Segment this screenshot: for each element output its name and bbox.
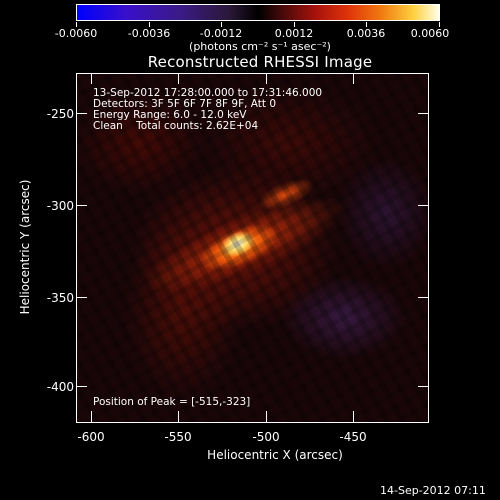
y-tick <box>76 297 87 298</box>
x-tick <box>178 411 179 422</box>
colorbar <box>76 4 440 21</box>
x-tick <box>266 411 267 422</box>
colorbar-tick <box>439 22 440 27</box>
y-tick <box>418 205 429 206</box>
y-tick-label: -400 <box>46 380 74 394</box>
clean-ripple-texture <box>77 74 428 422</box>
energy-range-text: Energy Range: 6.0 - 12.0 keV <box>93 109 247 121</box>
x-tick <box>91 73 92 84</box>
y-tick <box>76 205 87 206</box>
clean-counts-text: Clean Total counts: 2.62E+04 <box>93 120 259 132</box>
colorbar-tick-label: -0.0012 <box>199 27 243 40</box>
colorbar-tick-label: 0.0012 <box>274 27 314 40</box>
colorbar-tick <box>76 22 77 27</box>
x-tick-label: -450 <box>339 430 367 444</box>
x-tick <box>353 73 354 84</box>
y-tick-label: -250 <box>46 107 74 121</box>
x-tick <box>91 411 92 422</box>
colorbar-tick <box>149 22 150 27</box>
colorbar-tick <box>221 22 222 27</box>
colorbar-tick-label: -0.0036 <box>127 27 171 40</box>
x-tick <box>353 411 354 422</box>
x-tick-label: -500 <box>252 430 280 444</box>
time-range-text: 13-Sep-2012 17:28:00.000 to 17:31:46.000 <box>93 87 323 99</box>
x-tick-label: -600 <box>77 430 105 444</box>
colorbar-tick-label: 0.0060 <box>410 27 450 40</box>
x-tick-label: -550 <box>164 430 192 444</box>
detectors-text: Detectors: 3F 5F 6F 7F 8F 9F, Att 0 <box>93 98 277 110</box>
y-axis-title: Heliocentric Y (arcsec) <box>18 179 32 315</box>
colorbar-tick <box>366 22 367 27</box>
y-tick <box>418 297 429 298</box>
y-tick-label: -300 <box>46 199 74 213</box>
y-tick <box>418 386 429 387</box>
y-tick <box>76 113 87 114</box>
colorbar-tick-label: -0.0060 <box>54 27 98 40</box>
x-axis-title: Heliocentric X (arcsec) <box>207 448 343 462</box>
colorbar-unit: (photons cm⁻² s⁻¹ asec⁻²) <box>189 40 331 53</box>
y-tick <box>418 113 429 114</box>
peak-position-text: Position of Peak = [-515,-323] <box>93 396 251 408</box>
rhessi-image <box>76 73 429 423</box>
x-tick <box>266 73 267 84</box>
generation-timestamp: 14-Sep-2012 07:11 <box>380 484 486 497</box>
y-tick <box>76 386 87 387</box>
image-title: Reconstructed RHESSI Image <box>147 53 373 71</box>
colorbar-tick <box>294 22 295 27</box>
y-tick-label: -350 <box>46 291 74 305</box>
colorbar-tick-label: 0.0036 <box>346 27 386 40</box>
x-tick <box>178 73 179 84</box>
